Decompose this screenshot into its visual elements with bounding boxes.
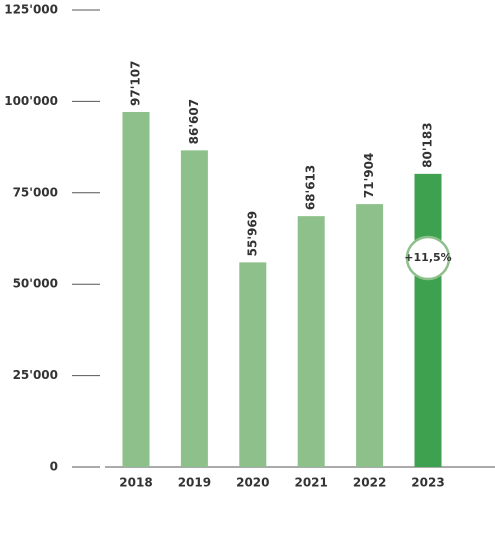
value-label: 55'969 xyxy=(245,211,259,256)
bar xyxy=(414,173,442,467)
bar xyxy=(239,262,267,467)
bar xyxy=(122,111,150,467)
annotation: +11,5% xyxy=(404,251,451,264)
bar xyxy=(356,204,384,468)
y-tick-label: 25'000 xyxy=(13,368,58,382)
value-label: 80'183 xyxy=(421,122,435,167)
x-tick-label: 2019 xyxy=(178,476,211,490)
value-label: 97'107 xyxy=(129,61,143,106)
x-tick-label: 2021 xyxy=(294,476,327,490)
bar xyxy=(180,150,208,467)
x-tick-label: 2018 xyxy=(119,476,152,490)
y-tick-label: 75'000 xyxy=(13,185,58,199)
annotation-badge xyxy=(405,235,451,281)
y-tick-label: 50'000 xyxy=(13,277,58,291)
x-tick-label: 2023 xyxy=(411,476,444,490)
y-tick-label: 100'000 xyxy=(4,94,58,108)
value-label: 86'607 xyxy=(187,99,201,144)
y-tick-label: 125'000 xyxy=(4,3,58,17)
value-label: 68'613 xyxy=(304,165,318,210)
y-tick-label: 0 xyxy=(50,460,58,474)
x-tick-label: 2020 xyxy=(236,476,269,490)
value-label: 71'904 xyxy=(362,153,376,198)
bar xyxy=(297,216,325,467)
x-tick-label: 2022 xyxy=(353,476,386,490)
